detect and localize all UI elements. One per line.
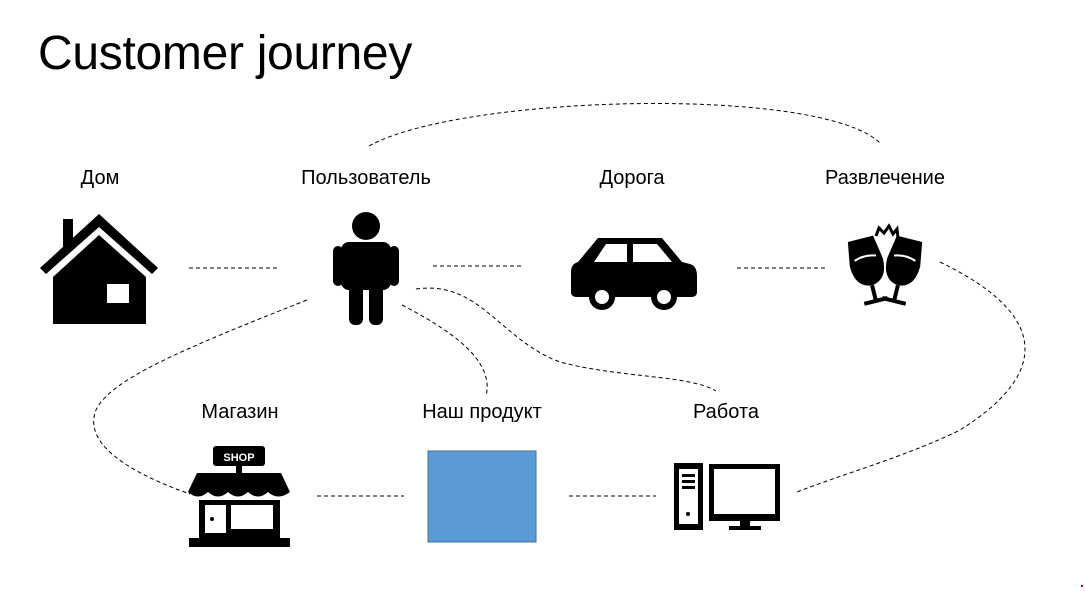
- connector-user-product: [401, 304, 488, 397]
- label-shop: Магазин: [201, 401, 279, 423]
- label-entertainment: Развлечение: [825, 167, 945, 189]
- label-home: Дом: [80, 167, 120, 189]
- person-icon: [333, 212, 399, 325]
- label-road: Дорога: [599, 167, 665, 189]
- product-square: [427, 450, 537, 543]
- car-icon: [571, 238, 697, 310]
- house-icon: [40, 214, 158, 324]
- connector-user-entertainment: [368, 103, 881, 147]
- label-work: Работа: [693, 401, 759, 423]
- computer-icon: [674, 463, 780, 530]
- connector-user-work: [415, 287, 717, 392]
- connectors: [93, 103, 1026, 497]
- connector-entertainment-work: [796, 261, 1026, 493]
- page-title: Customer journey: [38, 27, 413, 80]
- shop-icon: SHOP: [188, 446, 290, 547]
- champagne-glasses-icon: [847, 223, 923, 306]
- shop-sign-text: SHOP: [223, 452, 254, 464]
- label-user: Пользователь: [301, 167, 431, 189]
- connector-user-shop: [93, 299, 308, 495]
- corner-mark: [1081, 585, 1083, 587]
- label-product: Наш продукт: [422, 401, 542, 423]
